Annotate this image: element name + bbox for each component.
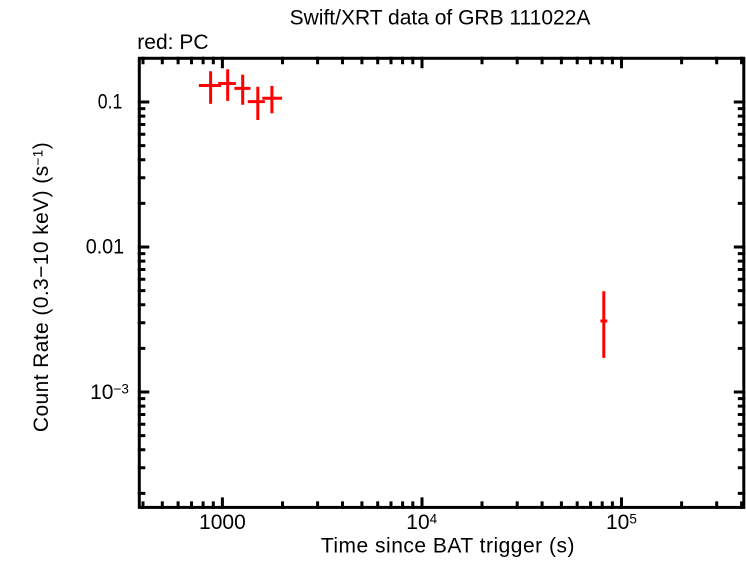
svg-text:0.1: 0.1	[98, 90, 123, 113]
svg-text:105: 105	[606, 511, 637, 534]
svg-text:Swift/XRT data of GRB 111022A: Swift/XRT data of GRB 111022A	[290, 7, 591, 30]
svg-text:Time since BAT trigger (s): Time since BAT trigger (s)	[321, 534, 575, 557]
svg-text:0.01: 0.01	[86, 235, 125, 258]
svg-text:Count Rate (0.3−10 keV) (s−1): Count Rate (0.3−10 keV) (s−1)	[30, 142, 53, 432]
svg-text:red: PC: red: PC	[137, 31, 208, 54]
svg-text:1000: 1000	[199, 511, 246, 534]
